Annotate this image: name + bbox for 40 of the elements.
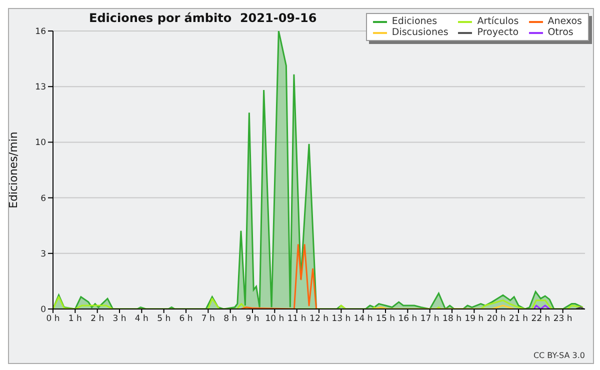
x-tick-label: 17 h	[420, 314, 440, 324]
x-tick-label: 6 h	[179, 314, 193, 324]
x-tick-label: 2 h	[90, 314, 104, 324]
x-tick-label: 13 h	[332, 314, 351, 324]
x-tick-label: 20 h	[486, 314, 506, 324]
x-tick-label: 8 h	[224, 314, 238, 324]
y-tick-label: 0	[40, 305, 46, 316]
line-series	[240, 244, 318, 309]
x-tick-label: 16 h	[398, 314, 418, 324]
y-tick-label: 10	[35, 138, 46, 148]
chart-title: Ediciones por ámbito 2021-09-16	[89, 11, 317, 25]
x-tick-label: 1 h	[68, 314, 82, 324]
x-tick-label: 12 h	[310, 314, 328, 324]
y-axis-title: Ediciones/min	[6, 132, 20, 208]
x-tick-label: 18 h	[442, 314, 462, 324]
x-tick-label: 0 h	[46, 314, 60, 324]
text: CC BY-SA 3.0	[533, 351, 585, 360]
y-tick-label: 16	[35, 27, 46, 38]
x-tick-label: 19 h	[464, 314, 484, 324]
x-tick-label: 10 h	[265, 314, 284, 324]
x-tick-label: 5 h	[157, 314, 171, 324]
x-tick-label: 9 h	[246, 314, 260, 324]
legend-label: Otros	[546, 27, 574, 38]
x-tick-label: 23 h	[553, 314, 572, 324]
x-tick-label: 15 h	[376, 314, 395, 324]
x-tick-label: 3 h	[112, 314, 126, 324]
x-tick-label: 21 h	[509, 314, 528, 324]
x-tick-label: 22 h	[531, 314, 550, 324]
x-tick-label: 14 h	[354, 314, 373, 324]
x-tick-label: 7 h	[201, 314, 215, 324]
x-tick-label: 11 h	[287, 314, 306, 324]
legend-label: Discusiones	[390, 27, 448, 38]
legend-label: Proyecto	[476, 27, 519, 38]
legend-label: Artículos	[476, 16, 519, 27]
y-tick-label: 13	[35, 82, 46, 93]
x-tick-label: 4 h	[134, 314, 148, 324]
legend-label: Anexos	[546, 16, 582, 27]
y-tick-label: 3	[40, 249, 46, 260]
y-tick-label: 6	[40, 194, 46, 204]
legend-label: Ediciones	[390, 16, 438, 27]
